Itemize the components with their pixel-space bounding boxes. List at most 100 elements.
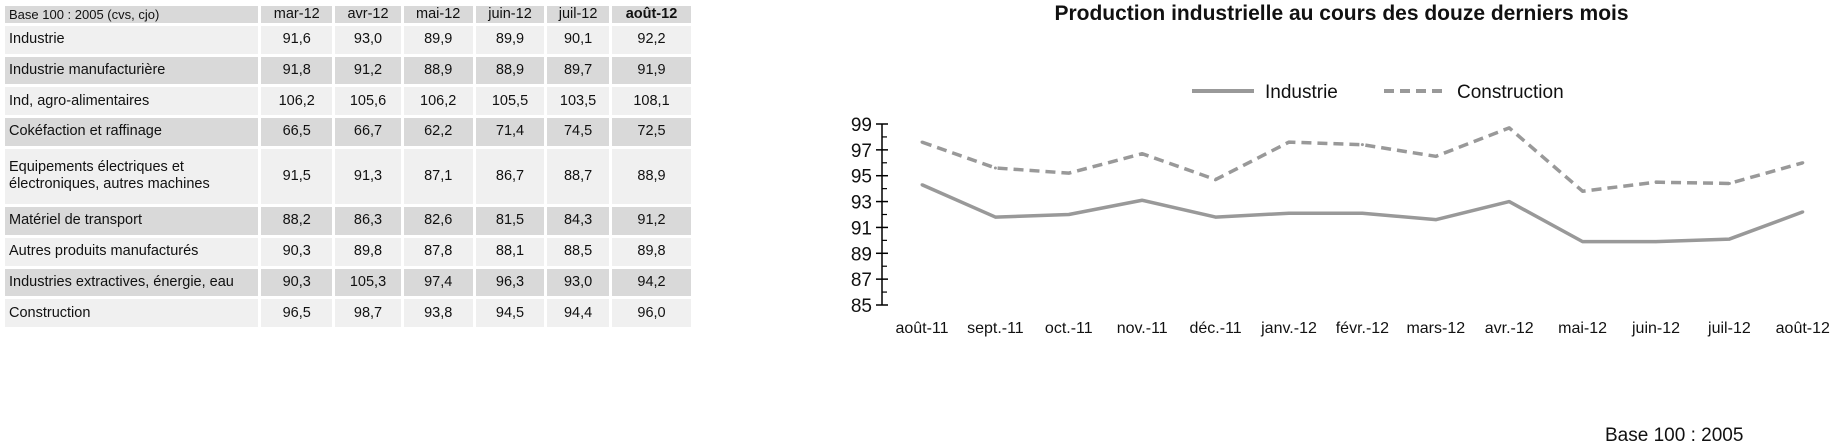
- table-row: Matériel de transport 88,2 86,3 82,6 81,5 84,…: [5, 207, 691, 235]
- table-cell: 71,4: [475, 118, 545, 146]
- table-base-label: Base 100 : 2005 (cvs, cjo): [5, 6, 258, 23]
- row-label: Ind, agro-alimentaires: [5, 87, 258, 116]
- data-point: [1654, 240, 1658, 244]
- x-tick-label: avr.-12: [1485, 320, 1534, 337]
- data-point: [1434, 154, 1438, 158]
- data-point: [1287, 140, 1291, 144]
- table-cell: 89,7: [547, 56, 609, 85]
- data-point: [1214, 178, 1218, 182]
- y-tick-label: 91: [851, 218, 872, 239]
- y-tick-label: 93: [851, 193, 872, 214]
- data-point: [1507, 126, 1511, 130]
- table-cell: 93,0: [335, 26, 401, 54]
- data-point: [1140, 198, 1144, 202]
- table-cell: 103,5: [547, 87, 609, 116]
- table-cell: 97,4: [403, 268, 473, 297]
- table-cell: 96,0: [612, 299, 691, 327]
- table-cell: 91,3: [335, 148, 401, 205]
- data-point: [1581, 189, 1585, 193]
- table-cell: 91,2: [335, 56, 401, 85]
- row-label: Construction: [5, 299, 258, 327]
- x-tick-label: oct.-11: [1045, 320, 1093, 337]
- data-point: [993, 215, 997, 219]
- legend-label: Industrie: [1265, 82, 1338, 103]
- data-table: Base 100 : 2005 (cvs, cjo) mar-12 avr-12 m…: [2, 3, 694, 330]
- x-tick-label: mars-12: [1406, 320, 1465, 337]
- table-cell: 108,1: [612, 87, 691, 116]
- row-label: Industrie manufacturière: [5, 56, 258, 85]
- x-tick-label: juil-12: [1707, 320, 1751, 337]
- table-cell: 93,0: [547, 268, 609, 297]
- table-cell: 88,9: [612, 148, 691, 205]
- row-label: Cokéfaction et raffinage: [5, 118, 258, 146]
- table-cell: 96,3: [475, 268, 545, 297]
- table-row: Industries extractives, énergie, eau 90,3…: [5, 268, 691, 297]
- table-cell: 98,7: [335, 299, 401, 327]
- table-header-row: Base 100 : 2005 (cvs, cjo) mar-12 avr-12 m…: [5, 6, 691, 23]
- table-row: Ind, agro-alimentaires 106,2 105,6 106,2 105…: [5, 87, 691, 116]
- table-cell: 105,3: [335, 268, 401, 297]
- data-point: [1287, 211, 1291, 215]
- y-tick-label: 87: [851, 270, 872, 291]
- data-point: [1434, 218, 1438, 222]
- table-cell: 89,9: [475, 26, 545, 54]
- data-point: [1801, 161, 1805, 165]
- table-cell: 87,8: [403, 237, 473, 266]
- table-row: Construction 96,5 98,7 93,8 94,5 94,4 96,0: [5, 299, 691, 327]
- column-header: mar-12: [261, 6, 333, 23]
- table-cell: 72,5: [612, 118, 691, 146]
- data-point: [993, 166, 997, 170]
- table-cell: 86,7: [475, 148, 545, 205]
- data-point: [1360, 143, 1364, 147]
- data-point: [1507, 200, 1511, 204]
- data-point: [920, 140, 924, 144]
- table-cell: 86,3: [335, 207, 401, 235]
- y-tick-label: 95: [851, 167, 872, 188]
- table-cell: 89,8: [335, 237, 401, 266]
- row-label: Autres produits manufacturés: [5, 237, 258, 266]
- row-label: Matériel de transport: [5, 207, 258, 235]
- table-cell: 94,4: [547, 299, 609, 327]
- series-line-construction: [921, 126, 1804, 193]
- data-point: [1727, 237, 1731, 241]
- y-tick-label: 85: [851, 296, 872, 317]
- table-cell: 93,8: [403, 299, 473, 327]
- y-tick-label: 97: [851, 141, 872, 162]
- column-header: mai-12: [403, 6, 473, 23]
- data-point: [1581, 240, 1585, 244]
- column-header: avr-12: [335, 6, 401, 23]
- table-cell: 81,5: [475, 207, 545, 235]
- x-tick-label: août-12: [1776, 320, 1830, 337]
- x-tick-label: déc.-11: [1190, 320, 1242, 337]
- x-tick-label: août-11: [895, 320, 948, 337]
- table-cell: 91,9: [612, 56, 691, 85]
- table-row: Autres produits manufacturés 90,3 89,8 87,8…: [5, 237, 691, 266]
- table-cell: 90,1: [547, 26, 609, 54]
- table-cell: 90,3: [261, 237, 333, 266]
- chart-title: Production industrielle au cours des dou…: [1054, 2, 1629, 25]
- chart-footnote: Base 100 : 2005: [1605, 425, 1744, 446]
- table-cell: 88,9: [403, 56, 473, 85]
- data-point: [920, 183, 924, 187]
- line-chart: 85 87 89 91 93 95 97 99 août-11 sept.-11 oct.-11 no…: [851, 82, 1830, 337]
- table-row: Industrie manufacturière 91,8 91,2 88,9 88,9…: [5, 56, 691, 85]
- column-header: juil-12: [547, 6, 609, 23]
- table-cell: 88,1: [475, 237, 545, 266]
- table-cell: 91,6: [261, 26, 333, 54]
- table-cell: 91,8: [261, 56, 333, 85]
- table-cell: 74,5: [547, 118, 609, 146]
- table-cell: 62,2: [403, 118, 473, 146]
- y-tick-label: 99: [851, 115, 872, 136]
- data-point: [1801, 210, 1805, 214]
- table-cell: 88,7: [547, 148, 609, 205]
- table-cell: 105,5: [475, 87, 545, 116]
- legend-label: Construction: [1457, 82, 1564, 103]
- table-cell: 106,2: [403, 87, 473, 116]
- table-cell: 106,2: [261, 87, 333, 116]
- table-cell: 91,2: [612, 207, 691, 235]
- table-cell: 88,9: [475, 56, 545, 85]
- x-tick-label: juin-12: [1631, 320, 1680, 337]
- table-cell: 91,5: [261, 148, 333, 205]
- data-point: [1727, 181, 1731, 185]
- table-cell: 88,2: [261, 207, 333, 235]
